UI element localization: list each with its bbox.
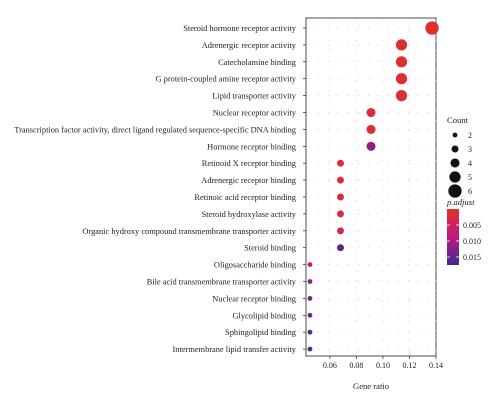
category-label: Nuclear receptor binding [212,294,297,303]
x-tick-label: 0.14 [429,361,443,370]
color-legend-bar [447,209,459,265]
size-legend-label: 4 [468,159,472,168]
data-point [337,159,344,167]
data-point [307,262,313,267]
size-legend-label: 2 [468,131,472,140]
data-point [337,244,344,252]
category-label: Hormone receptor binding [207,142,297,151]
data-point [395,56,408,68]
color-legend-label: 0.010 [463,237,481,246]
color-legend-label: 0.015 [463,253,481,262]
x-tick-label: 0.06 [323,361,337,370]
category-label: Oligosaccharide binding [214,261,297,270]
data-point [307,329,313,335]
data-point [307,296,313,301]
x-tick-label: 0.10 [376,361,390,370]
data-point [395,73,408,85]
y-axis-labels: Steroid hormone receptor activity Adrener… [14,24,306,354]
category-label: Transcription factor activity, direct li… [14,125,297,134]
legend: Count 2 3 4 5 6 p.adjust 0.005 0.010 0.015 [446,115,481,265]
category-label: Steroid hormone receptor activity [183,24,297,33]
data-point [337,193,344,201]
data-point [337,227,344,235]
points-layer [307,21,439,352]
size-legend-label: 3 [468,145,472,154]
data-point [395,89,408,102]
data-point [337,210,344,218]
x-axis-title: Gene ratio [353,381,389,391]
category-label: Sphingolipid binding [225,328,297,337]
size-legend-dot [452,132,458,138]
plot-panel [305,17,437,357]
x-tick-label: 0.08 [349,361,363,370]
color-legend-ticks: 0.005 0.010 0.015 [447,221,481,262]
x-tick-label: 0.12 [402,361,416,370]
size-legend-dot [450,158,460,168]
x-axis: 0.06 0.08 0.10 0.12 0.14 [323,356,443,370]
category-label: Adrenergic receptor binding [201,176,297,185]
size-legend-title: Count [447,115,469,125]
data-point [337,176,344,184]
data-point [307,346,313,352]
size-legend: 2 3 4 5 6 [448,131,472,198]
color-legend-label: 0.005 [463,221,481,230]
data-point [307,312,313,318]
category-label: Bile acid transmembrane transporter acti… [147,278,297,287]
size-legend-dot [449,171,461,183]
size-legend-dot [451,145,459,153]
data-point [366,141,376,151]
category-label: Steroid binding [244,244,297,253]
category-label: Intermembrane lipid transfer activity [173,345,297,354]
color-legend-title: p.adjust [446,197,475,207]
data-point [307,279,313,284]
category-label: Nuclear receptor activity [213,109,297,118]
category-label: Organic hydroxy compound transmembrane t… [82,227,296,236]
category-label: Glycolipid binding [232,311,296,320]
data-point [366,124,376,134]
category-label: Retinoid X receptor binding [202,159,297,168]
size-legend-label: 5 [468,173,472,182]
data-point [395,39,408,51]
grid-layer [308,20,437,354]
category-label: Steroid hydroxylase activity [202,210,297,219]
category-label: G protein-coupled amine receptor activit… [156,75,297,84]
category-label: Catecholamine binding [218,58,297,67]
category-label: Adrenergic receptor activity [202,41,297,50]
size-legend-label: 6 [468,187,472,196]
data-point [425,21,439,35]
category-label: Lipid transporter activity [212,92,297,101]
data-point [366,107,376,118]
category-label: Retinoic acid receptor binding [194,193,296,202]
size-legend-dot [448,184,462,198]
